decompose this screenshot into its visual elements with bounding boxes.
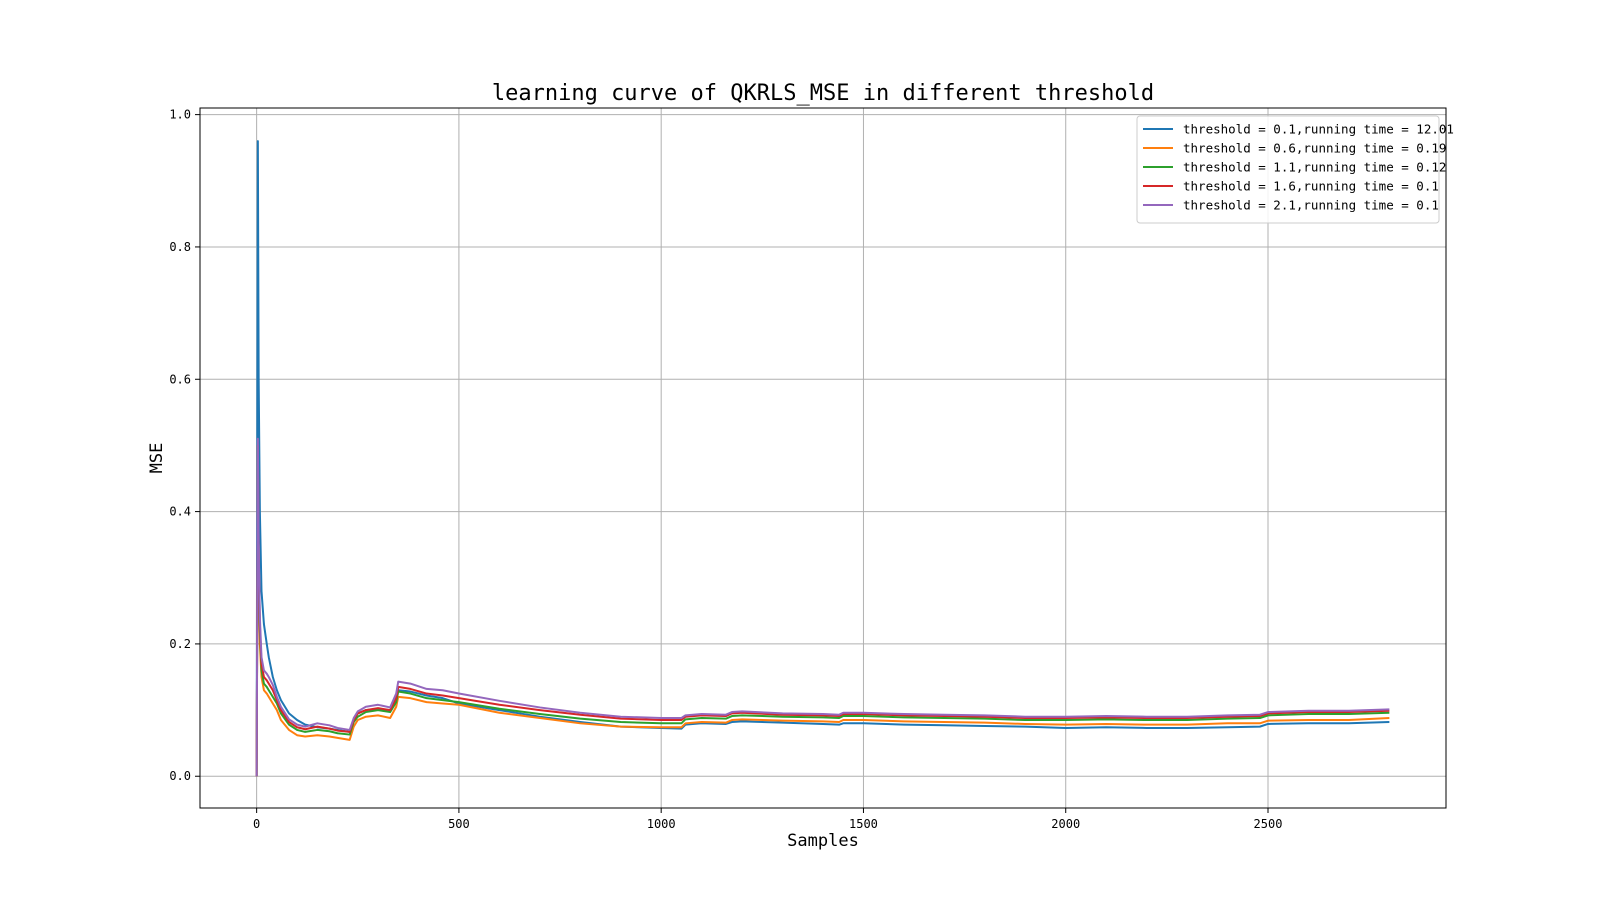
grid — [200, 108, 1446, 808]
series-line-4 — [255, 444, 1390, 777]
y-tick-label: 0.8 — [169, 240, 191, 254]
y-tick-label: 0.2 — [169, 637, 191, 651]
chart-title: learning curve of QKRLS_MSE in different… — [492, 81, 1154, 106]
y-tick-label: 0.0 — [169, 769, 191, 783]
series-line-3 — [255, 444, 1390, 777]
x-tick-label: 2500 — [1254, 817, 1283, 831]
plot-frame — [199, 107, 1447, 809]
y-tick-label: 1.0 — [169, 108, 191, 122]
x-tick-label: 0 — [253, 817, 260, 831]
legend-entry: threshold = 0.1,running time = 12.01 — [1183, 122, 1454, 137]
x-tick-label: 1000 — [647, 817, 676, 831]
legend-entry: threshold = 0.6,running time = 0.19 — [1183, 141, 1446, 156]
y-axis-label: MSE — [147, 443, 167, 474]
axis-ticks: 0 500 1000 1500 2000 2500 0.0 0.2 0.4 0.6 0.8 1.0 — [169, 108, 1282, 831]
legend-box — [1136, 115, 1440, 224]
y-tick-label: 0.4 — [169, 505, 191, 519]
series-line-1 — [255, 140, 1390, 777]
series-lines — [255, 140, 1390, 777]
legend-entry: threshold = 1.1,running time = 0.12 — [1183, 160, 1446, 175]
x-tick-label: 1500 — [849, 817, 878, 831]
legend-entry: threshold = 1.6,running time = 0.1 — [1183, 179, 1439, 194]
series-line-2 — [255, 477, 1390, 777]
x-tick-label: 500 — [448, 817, 470, 831]
legend-entry: threshold = 2.1,running time = 0.1 — [1183, 198, 1439, 213]
x-axis-label: Samples — [787, 831, 859, 851]
legend: threshold = 0.1,running time = 12.01 thre… — [1136, 115, 1454, 224]
series-line-5 — [255, 437, 1390, 777]
x-tick-label: 2000 — [1051, 817, 1080, 831]
y-tick-label: 0.6 — [169, 372, 191, 386]
